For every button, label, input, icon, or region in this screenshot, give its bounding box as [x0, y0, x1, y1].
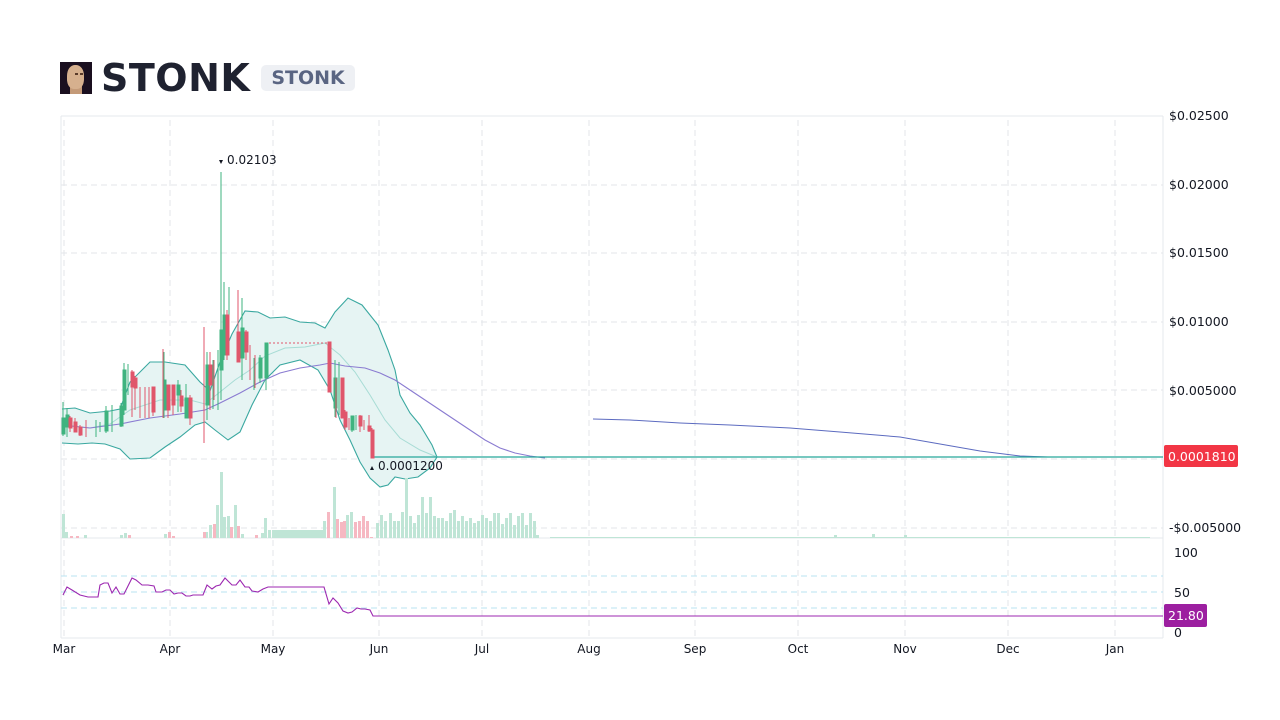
- bollinger-band-fill: [62, 298, 437, 487]
- svg-text:21.80: 21.80: [1168, 608, 1204, 623]
- candlesticks: [61, 172, 375, 459]
- svg-text:0.02103: 0.02103: [227, 153, 277, 167]
- svg-text:Jan: Jan: [1105, 642, 1125, 656]
- time-axis: Mar Apr May Jun Jul Aug Sep Oct Nov Dec …: [53, 642, 1125, 656]
- bollinger-upper-line: [61, 297, 438, 458]
- svg-text:$0.02500: $0.02500: [1169, 108, 1229, 123]
- svg-text:0.0001200: 0.0001200: [378, 459, 443, 473]
- chart-header: STONK STONK: [60, 56, 355, 100]
- volume-bars: [62, 472, 1150, 538]
- long-moving-average-line: [592, 418, 1049, 458]
- svg-text:Jul: Jul: [474, 642, 489, 656]
- svg-text:0: 0: [1174, 625, 1182, 640]
- svg-text:100: 100: [1174, 545, 1198, 560]
- high-annotation: 0.02103: [219, 153, 277, 167]
- svg-text:50: 50: [1174, 585, 1190, 600]
- svg-text:Oct: Oct: [788, 642, 809, 656]
- vertical-gridlines: [63, 120, 1116, 638]
- ticker-badge: STONK: [261, 65, 355, 91]
- rsi-axis: 100 50 0: [1174, 545, 1198, 640]
- svg-text:-$0.005000: -$0.005000: [1169, 520, 1241, 535]
- rsi-bands: [61, 575, 1163, 609]
- svg-text:Aug: Aug: [577, 642, 600, 656]
- svg-text:$0.005000: $0.005000: [1169, 383, 1237, 398]
- svg-text:Sep: Sep: [684, 642, 707, 656]
- price-axis: $0.02500 $0.02000 $0.01500 $0.01000 $0.0…: [1169, 108, 1241, 535]
- svg-text:0.0001810: 0.0001810: [1168, 449, 1236, 464]
- svg-text:$0.01000: $0.01000: [1169, 314, 1229, 329]
- meme-face-logo-icon: [60, 62, 92, 94]
- svg-text:Dec: Dec: [996, 642, 1019, 656]
- rsi-line: [62, 577, 1163, 617]
- last-price-badge: 0.0001810: [1164, 445, 1238, 467]
- svg-text:$0.01500: $0.01500: [1169, 245, 1229, 260]
- svg-text:Nov: Nov: [893, 642, 916, 656]
- svg-text:Mar: Mar: [53, 642, 76, 656]
- rsi-value-badge: 21.80: [1164, 604, 1207, 627]
- svg-text:$0.02000: $0.02000: [1169, 177, 1229, 192]
- svg-text:May: May: [261, 642, 286, 656]
- svg-text:Jun: Jun: [369, 642, 389, 656]
- svg-text:Apr: Apr: [160, 642, 181, 656]
- low-annotation: 0.0001200: [370, 459, 443, 473]
- page-title: STONK: [101, 56, 251, 100]
